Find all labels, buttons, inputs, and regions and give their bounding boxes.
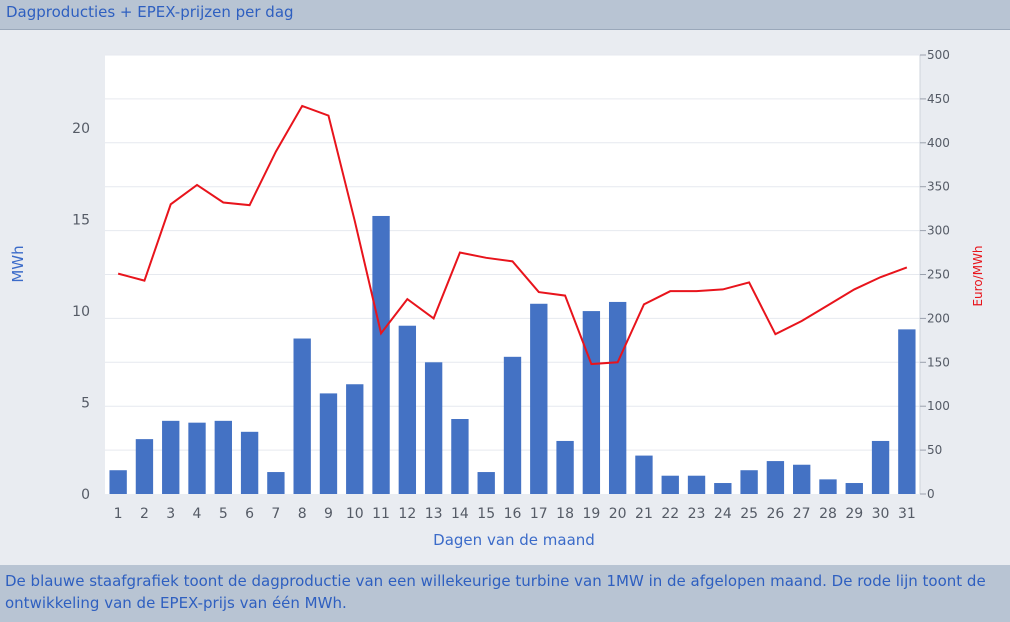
bar-day-5 xyxy=(214,420,232,494)
bar-day-10 xyxy=(346,384,364,494)
x-tick-label: 31 xyxy=(898,506,916,522)
x-tick-label: 8 xyxy=(298,506,307,522)
y2-tick-label: 400 xyxy=(927,136,950,150)
bar-day-25 xyxy=(740,470,758,494)
bar-day-8 xyxy=(293,338,311,494)
bar-day-23 xyxy=(687,475,706,494)
x-tick-label: 4 xyxy=(193,506,202,522)
x-tick-label: 16 xyxy=(504,506,522,522)
bar-day-15 xyxy=(477,472,495,494)
y-tick-label: 5 xyxy=(81,396,90,412)
y-tick-label: 10 xyxy=(72,304,90,320)
chart-title: Dagproducties + EPEX-prijzen per dag xyxy=(6,3,294,21)
x-tick-label: 29 xyxy=(845,506,863,522)
x-tick-label: 25 xyxy=(740,506,758,522)
bar-day-16 xyxy=(503,356,522,494)
bar-day-29 xyxy=(845,483,863,494)
bar-day-20 xyxy=(608,301,627,494)
x-tick-label: 19 xyxy=(582,506,600,522)
bar-day-3 xyxy=(162,420,180,494)
bar-day-13 xyxy=(424,362,443,494)
x-tick-label: 9 xyxy=(324,506,333,522)
x-tick-label: 18 xyxy=(556,506,574,522)
x-tick-label: 22 xyxy=(661,506,679,522)
x-tick-label: 5 xyxy=(219,506,228,522)
bar-day-24 xyxy=(714,483,732,494)
y2-tick-label: 0 xyxy=(927,487,935,501)
right-axis-ticks: 0 50 100 150 200 250 300 350 400 450 500 xyxy=(919,48,950,501)
y2-tick-label: 500 xyxy=(927,48,950,62)
y-axis-title: MWh xyxy=(9,245,27,282)
bar-day-7 xyxy=(267,472,285,494)
x-tick-label: 30 xyxy=(872,506,890,522)
y-tick-label: 0 xyxy=(81,487,90,503)
y2-tick-label: 450 xyxy=(927,92,950,106)
bar-day-4 xyxy=(188,422,206,494)
x-tick-label: 24 xyxy=(714,506,732,522)
x-tick-label: 10 xyxy=(346,506,364,522)
caption-bar: De blauwe staafgrafiek toont de dagprodu… xyxy=(0,565,1010,622)
bar-day-28 xyxy=(819,479,837,494)
bar-day-6 xyxy=(240,431,259,494)
x-tick-label: 11 xyxy=(372,506,390,522)
bar-day-9 xyxy=(319,393,338,494)
epex-price-line xyxy=(117,104,908,366)
bar-day-12 xyxy=(398,325,417,494)
x-tick-label: 1 xyxy=(114,506,123,522)
y2-tick-label: 350 xyxy=(927,180,950,194)
x-tick-label: 26 xyxy=(766,506,784,522)
x-tick-label: 17 xyxy=(530,506,548,522)
x-tick-label: 12 xyxy=(398,506,416,522)
y2-tick-label: 150 xyxy=(927,355,950,369)
x-tick-label: 7 xyxy=(271,506,280,522)
x-tick-label: 3 xyxy=(166,506,175,522)
bar-day-21 xyxy=(635,455,653,494)
y2-tick-label: 50 xyxy=(927,443,942,457)
bar-day-31 xyxy=(898,329,916,494)
chart-caption: De blauwe staafgrafiek toont de dagprodu… xyxy=(5,572,986,612)
y2-axis-title: Euro/MWh xyxy=(971,245,985,306)
y2-tick-label: 300 xyxy=(927,224,950,238)
x-tick-label: 27 xyxy=(793,506,811,522)
bar-day-30 xyxy=(871,440,890,494)
x-tick-label: 15 xyxy=(477,506,495,522)
bar-day-22 xyxy=(661,475,679,494)
bar-day-14 xyxy=(451,419,469,494)
x-tick-label: 13 xyxy=(425,506,443,522)
x-tick-label: 6 xyxy=(245,506,254,522)
x-tick-label: 14 xyxy=(451,506,469,522)
bar-day-1 xyxy=(109,470,127,494)
chart-header-bar: Dagproducties + EPEX-prijzen per dag xyxy=(0,0,1010,30)
y-tick-label: 15 xyxy=(72,213,90,229)
y-tick-label: 20 xyxy=(72,121,90,137)
x-tick-label: 28 xyxy=(819,506,837,522)
left-axis-ticks: 0 5 10 15 20 xyxy=(72,121,90,503)
bar-day-2 xyxy=(135,439,154,494)
bar-day-17 xyxy=(530,303,548,494)
x-tick-label: 20 xyxy=(609,506,627,522)
y2-tick-label: 200 xyxy=(927,311,950,325)
x-axis-ticks: 1 2 3 4 5 6 7 8 9 10 11 12 13 14 15 16 17 18 19 20 21 22 23 24 2… xyxy=(114,506,916,522)
bar-day-18 xyxy=(556,440,574,494)
x-tick-label: 21 xyxy=(635,506,653,522)
bar-series xyxy=(109,215,916,494)
x-axis-title: Dagen van de maand xyxy=(433,531,595,549)
bar-day-19 xyxy=(582,311,601,494)
bar-day-26 xyxy=(766,461,785,494)
x-tick-label: 2 xyxy=(140,506,149,522)
bar-day-11 xyxy=(372,215,390,494)
y2-tick-label: 250 xyxy=(927,268,950,282)
x-tick-label: 23 xyxy=(688,506,706,522)
bar-day-27 xyxy=(793,464,811,494)
y2-tick-label: 100 xyxy=(927,399,950,413)
